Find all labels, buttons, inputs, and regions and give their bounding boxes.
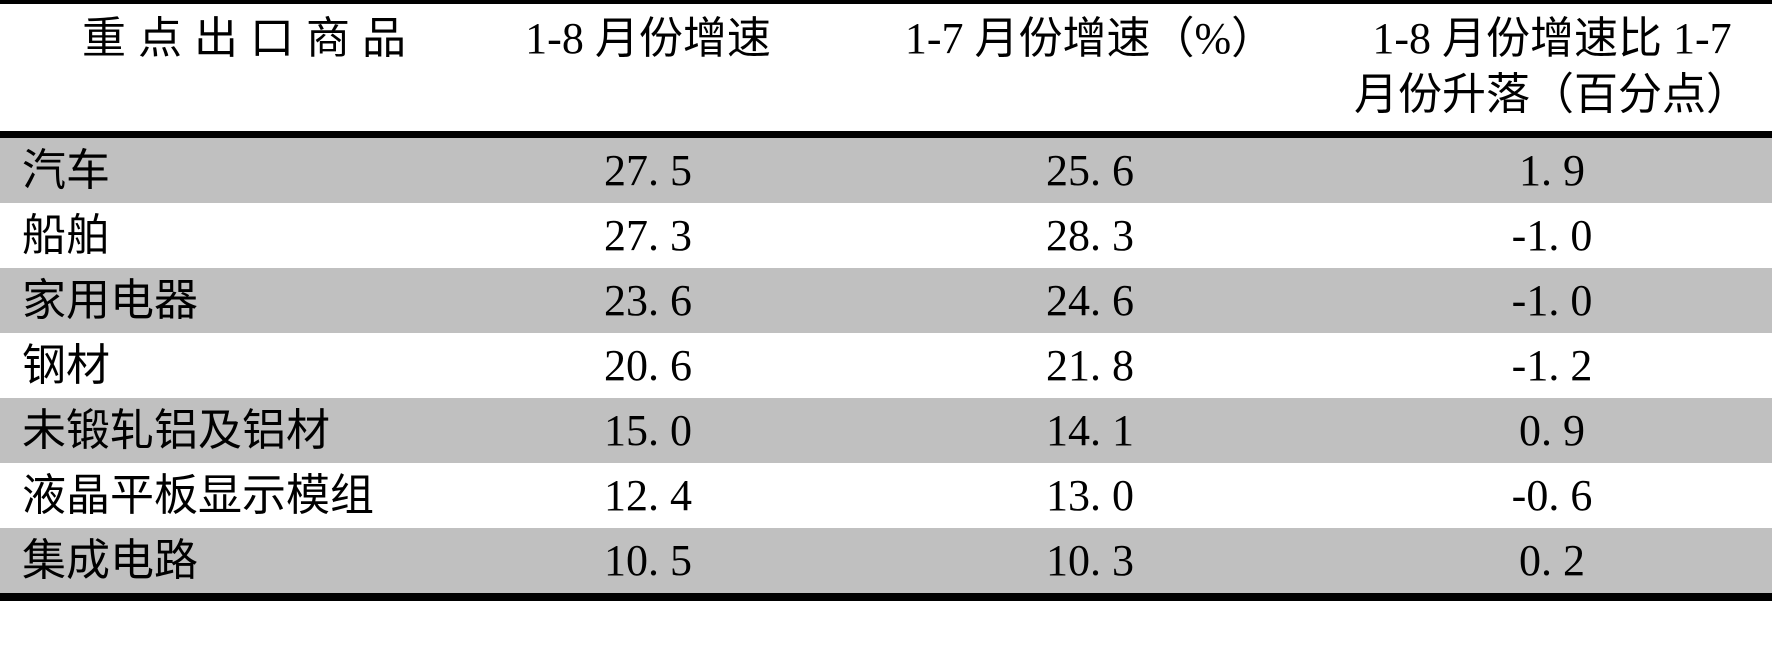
change-cell: -1. 2 <box>1511 341 1593 390</box>
growth-1-7-cell: 21. 8 <box>1046 341 1134 390</box>
column-header-change: 1-8 月份增速比 1-7 月份升落（百分点） <box>1332 2 1772 135</box>
change-cell: 1. 9 <box>1519 146 1585 195</box>
table-header: 重点出口商品 1-8 月份增速 1-7 月份增速（%） 1-8 月份增速比 1-… <box>0 2 1772 135</box>
commodity-name-cell: 未锻轧铝及铝材 <box>22 406 330 455</box>
table-row: 家用电器 23. 6 24. 6 -1. 0 <box>0 268 1772 333</box>
change-cell: 0. 2 <box>1519 536 1585 585</box>
change-cell: 0. 9 <box>1519 406 1585 455</box>
column-header-growth-1-8: 1-8 月份增速 <box>448 2 848 135</box>
commodity-name-cell: 汽车 <box>22 146 110 195</box>
column-header-label-line2: 月份升落（百分点） <box>1354 70 1750 119</box>
commodity-name-cell: 船舶 <box>22 211 110 260</box>
change-cell: -1. 0 <box>1511 276 1593 325</box>
table-row: 液晶平板显示模组 12. 4 13. 0 -0. 6 <box>0 463 1772 528</box>
change-cell: -1. 0 <box>1511 211 1593 260</box>
change-cell: -0. 6 <box>1511 471 1593 520</box>
growth-1-7-cell: 25. 6 <box>1046 146 1134 195</box>
growth-1-7-cell: 13. 0 <box>1046 471 1134 520</box>
table-row: 未锻轧铝及铝材 15. 0 14. 1 0. 9 <box>0 398 1772 463</box>
column-header-label: 重点出口商品 <box>82 14 418 63</box>
growth-1-8-cell: 27. 3 <box>604 211 692 260</box>
growth-1-7-cell: 14. 1 <box>1046 406 1134 455</box>
commodity-name-cell: 集成电路 <box>22 536 198 585</box>
growth-1-8-cell: 12. 4 <box>604 471 692 520</box>
commodity-name-cell: 家用电器 <box>22 276 198 325</box>
growth-1-8-cell: 20. 6 <box>604 341 692 390</box>
header-row: 重点出口商品 1-8 月份增速 1-7 月份增速（%） 1-8 月份增速比 1-… <box>0 2 1772 135</box>
growth-1-8-cell: 27. 5 <box>604 146 692 195</box>
growth-1-8-cell: 23. 6 <box>604 276 692 325</box>
commodity-name-cell: 钢材 <box>22 341 110 390</box>
table-body: 汽车 27. 5 25. 6 1. 9 船舶 27. 3 28. 3 -1. 0… <box>0 134 1772 597</box>
column-header-label-line1: 1-8 月份增速比 1-7 <box>1372 14 1732 63</box>
growth-1-7-cell: 28. 3 <box>1046 211 1134 260</box>
growth-1-7-cell: 10. 3 <box>1046 536 1134 585</box>
table-row: 钢材 20. 6 21. 8 -1. 2 <box>0 333 1772 398</box>
growth-1-8-cell: 10. 5 <box>604 536 692 585</box>
table-row: 汽车 27. 5 25. 6 1. 9 <box>0 134 1772 203</box>
growth-1-7-cell: 24. 6 <box>1046 276 1134 325</box>
table-row: 集成电路 10. 5 10. 3 0. 2 <box>0 528 1772 597</box>
column-header-growth-1-7: 1-7 月份增速（%） <box>848 2 1332 135</box>
commodity-growth-table: 重点出口商品 1-8 月份增速 1-7 月份增速（%） 1-8 月份增速比 1-… <box>0 0 1772 601</box>
table-row: 船舶 27. 3 28. 3 -1. 0 <box>0 203 1772 268</box>
commodity-name-cell: 液晶平板显示模组 <box>22 471 374 520</box>
column-header-commodity: 重点出口商品 <box>0 2 448 135</box>
column-header-label: 1-7 月份增速（%） <box>904 14 1276 63</box>
column-header-label: 1-8 月份增速 <box>525 14 771 63</box>
growth-1-8-cell: 15. 0 <box>604 406 692 455</box>
